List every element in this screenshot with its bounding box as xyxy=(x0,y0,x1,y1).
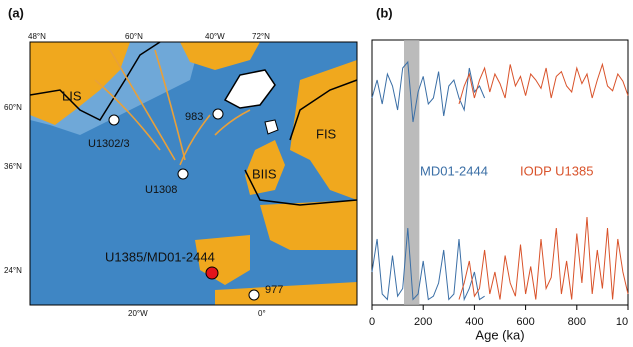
page: {"panel_a": {"label": "(a)", "coordinate… xyxy=(0,0,633,342)
x-tick-label: 600 xyxy=(516,316,534,328)
panel-label: (a) xyxy=(8,5,24,20)
map xyxy=(30,42,357,305)
coord-label: 60°N xyxy=(4,103,22,112)
x-tick-label: 10 xyxy=(616,316,628,328)
panel-label: (b) xyxy=(376,5,393,20)
site-marker xyxy=(109,115,119,125)
coord-label: 20°W xyxy=(128,309,148,318)
x-tick-label: 0 xyxy=(369,316,375,328)
x-tick-label: 200 xyxy=(414,316,432,328)
site-label: 977 xyxy=(265,284,283,296)
x-tick-label: 800 xyxy=(568,316,586,328)
coord-label: 40°W xyxy=(205,32,225,41)
x-tick-label: 400 xyxy=(465,316,483,328)
coord-label: 48°N xyxy=(28,32,46,41)
highlight-band xyxy=(404,40,419,305)
site-label: U1302/3 xyxy=(88,138,130,150)
coord-label: 60°N xyxy=(125,32,143,41)
coord-label: 72°N xyxy=(252,32,270,41)
record-line xyxy=(372,228,485,300)
coord-label: 36°N xyxy=(4,162,22,171)
ice-sheet-label: FIS xyxy=(316,126,337,141)
ice-sheet-label: LIS xyxy=(62,88,82,103)
coord-label: 0° xyxy=(258,309,266,318)
x-axis-title: Age (ka) xyxy=(475,327,524,342)
coord-label: 24°N xyxy=(4,266,22,275)
figure: (a) 48°N 60°N 40°W 72°N 60°N 36°N 24°N 2… xyxy=(0,0,633,342)
legend-label: IODP U1385 xyxy=(520,163,593,178)
record-line xyxy=(459,217,628,300)
site-label: U1308 xyxy=(145,184,177,196)
record-line xyxy=(372,62,485,122)
site-marker xyxy=(178,169,188,179)
ice-sheet-label: BIIS xyxy=(252,166,277,181)
site-marker xyxy=(213,109,223,119)
site-marker xyxy=(249,290,259,300)
site-label: U1385/MD01-2444 xyxy=(105,249,215,264)
site-label: 983 xyxy=(185,111,203,123)
site-marker xyxy=(206,267,218,279)
legend-label: MD01-2444 xyxy=(420,163,488,178)
